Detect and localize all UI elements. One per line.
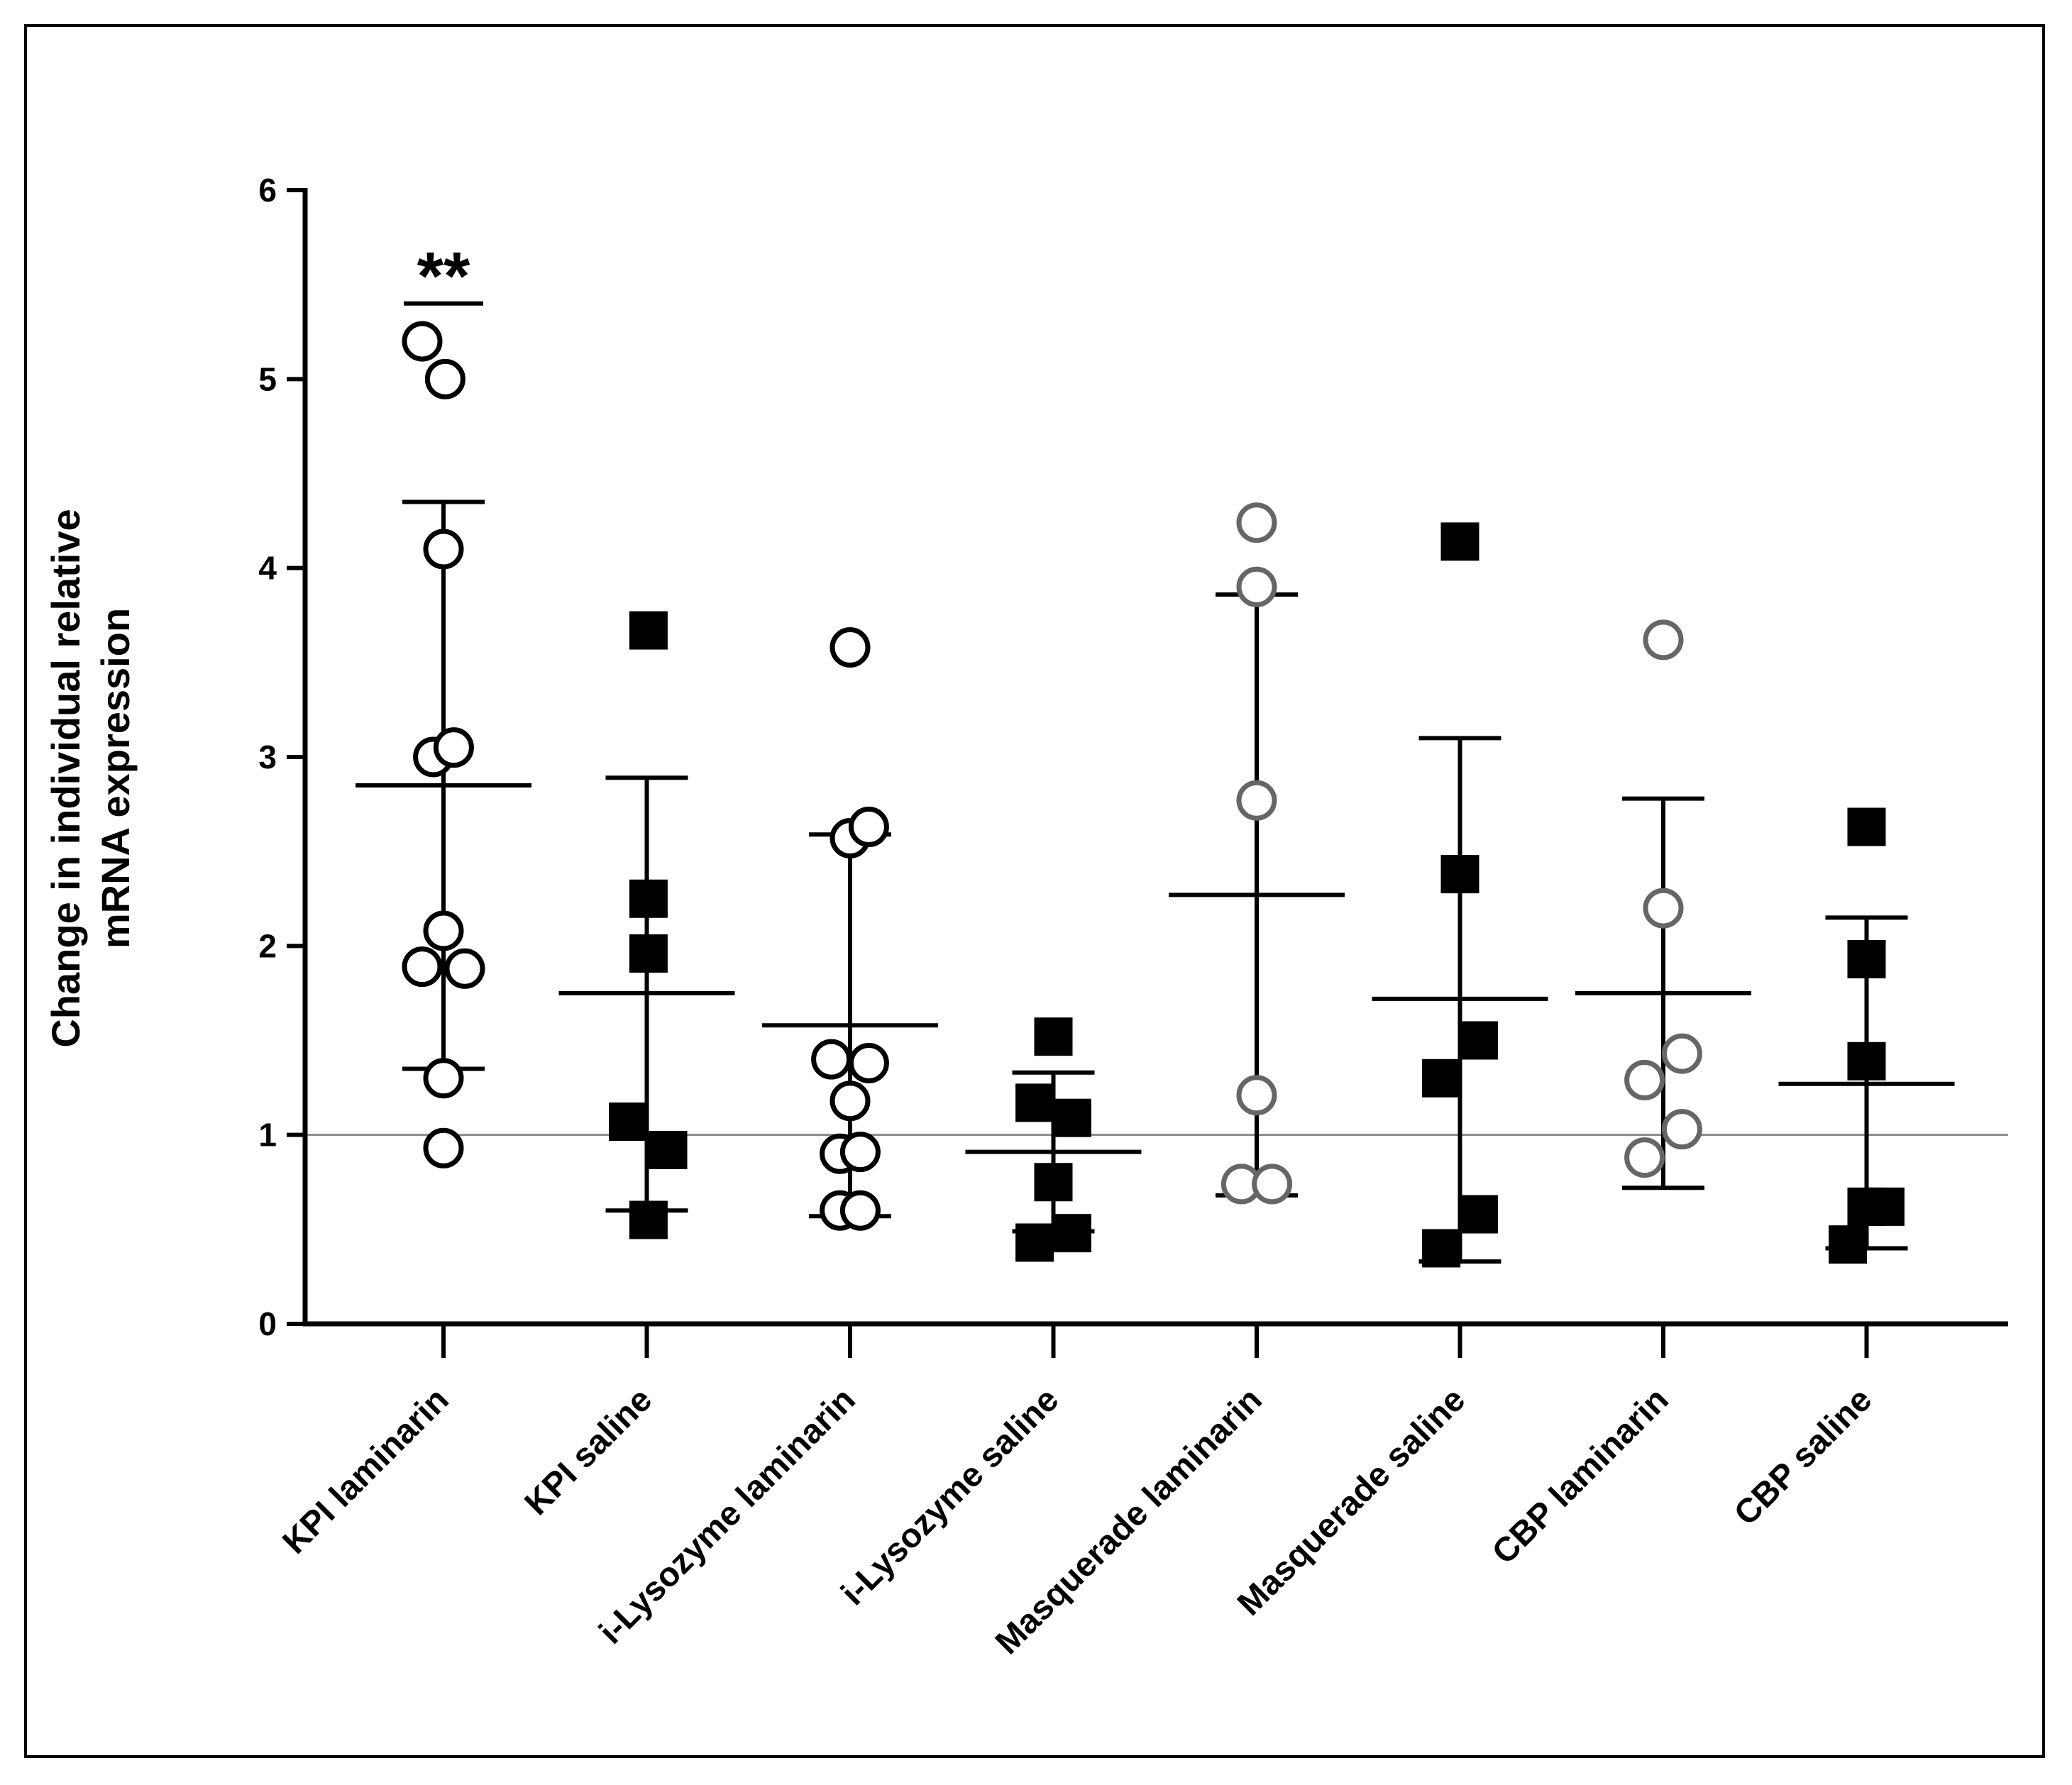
data-point-circle	[1643, 888, 1684, 929]
data-point-square	[1847, 807, 1886, 846]
data-point-circle	[848, 807, 889, 848]
data-point-circle	[423, 1127, 464, 1168]
y-tick-label: 3	[258, 739, 277, 775]
x-category-label: Masquerade saline	[1230, 1381, 1472, 1623]
data-point-square	[629, 934, 668, 973]
series-group	[1169, 502, 1345, 1205]
y-tick-label: 5	[258, 360, 277, 397]
y-axis-title-line-2: mRNA expression	[93, 608, 138, 949]
data-point-square	[1034, 1163, 1073, 1202]
data-point-circle	[1252, 1164, 1293, 1205]
data-point-circle	[1661, 1109, 1702, 1150]
y-tick-label: 6	[258, 172, 277, 209]
series-group	[1575, 619, 1751, 1190]
data-point-circle	[1624, 1137, 1665, 1178]
data-point-circle	[1236, 566, 1277, 607]
data-point-square	[1422, 1059, 1461, 1098]
data-point-circle	[830, 627, 871, 668]
label-layer: Change in individual relative mRNA expre…	[43, 238, 483, 1048]
data-point-circle	[1236, 780, 1277, 821]
y-tick-label: 2	[258, 927, 277, 964]
data-point-circle	[444, 948, 485, 989]
data-point-square	[1459, 1195, 1498, 1234]
x-category-label: KPI saline	[518, 1381, 660, 1522]
data-point-circle	[1236, 502, 1277, 543]
data-point-circle	[848, 1042, 889, 1083]
data-layer	[356, 321, 1955, 1268]
data-point-circle	[839, 1190, 881, 1231]
data-point-square	[1015, 1083, 1054, 1122]
y-tick-label: 4	[258, 550, 277, 587]
data-point-circle	[1661, 1033, 1702, 1074]
series-group	[1372, 522, 1548, 1268]
data-point-circle	[423, 529, 464, 570]
x-category-label: KPI laminarin	[275, 1381, 456, 1561]
data-point-circle	[811, 1039, 852, 1080]
data-point-square	[1052, 1214, 1091, 1253]
data-point-circle	[402, 321, 443, 362]
data-point-square	[1015, 1223, 1054, 1262]
data-point-square	[1440, 522, 1479, 561]
data-point-square	[649, 1130, 688, 1169]
data-point-square	[1459, 1021, 1498, 1060]
data-point-square	[629, 1200, 668, 1239]
data-point-circle	[839, 1132, 881, 1173]
x-category-label: i-Lysozyme saline	[834, 1381, 1067, 1613]
data-point-circle	[424, 358, 465, 399]
series-group	[965, 1017, 1142, 1262]
data-point-circle	[1624, 1059, 1665, 1100]
figure-frame	[24, 24, 2045, 1758]
data-point-square	[1847, 939, 1886, 978]
data-point-square	[1052, 1098, 1091, 1137]
y-axis-title-line-1: Change in individual relative	[43, 509, 88, 1047]
data-point-circle	[423, 910, 464, 951]
series-group	[356, 321, 531, 1168]
data-point-circle	[1643, 619, 1684, 661]
data-point-square	[1847, 1041, 1886, 1081]
series-group	[762, 627, 938, 1231]
data-point-circle	[423, 1058, 464, 1099]
y-tick-label: 1	[258, 1117, 277, 1154]
data-point-circle	[830, 1081, 871, 1122]
data-point-square	[1829, 1225, 1868, 1264]
series-group	[1778, 807, 1955, 1264]
y-tick-label: 0	[258, 1305, 277, 1342]
series-group	[558, 611, 735, 1239]
data-point-square	[609, 1102, 648, 1142]
data-point-square	[629, 611, 668, 650]
data-point-square	[1866, 1187, 1905, 1226]
data-point-square	[1440, 855, 1479, 894]
x-category-label: CBP saline	[1727, 1381, 1879, 1532]
data-point-circle	[433, 727, 474, 768]
data-point-circle	[402, 946, 443, 988]
data-point-square	[629, 879, 668, 918]
x-category-label: CBP laminarin	[1485, 1381, 1676, 1571]
data-point-square	[1422, 1229, 1461, 1268]
axes-layer: 0 1 2 3 4 5 6 KPI laminarin KPI saline i-Lysozyme…	[258, 172, 2008, 1662]
data-point-circle	[1236, 1075, 1277, 1116]
data-point-square	[1034, 1017, 1073, 1056]
